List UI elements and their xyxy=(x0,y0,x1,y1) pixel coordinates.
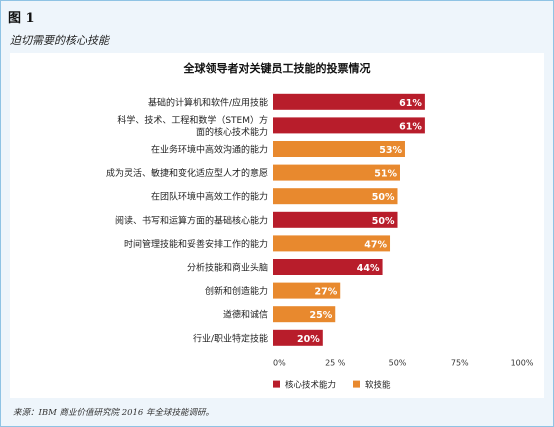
x-tick-label: 75% xyxy=(451,359,469,368)
figure-subtitle: 迫切需要的核心技能 xyxy=(10,34,109,47)
bar-chart: 61% 基础的计算机和软件/应用技能 61% 科学、技术、工程和数学（STEM）方面的… xyxy=(106,93,534,391)
bar xyxy=(273,306,336,323)
category-label: 创新和创造能力 xyxy=(205,285,268,297)
legend-swatch xyxy=(273,380,280,388)
category-label: 行业/职业特定技能 xyxy=(193,332,268,344)
bar-value-label: 61% xyxy=(399,98,422,109)
bar xyxy=(273,235,391,252)
bar-value-label: 51% xyxy=(374,169,397,180)
category-label: 时间管理技能和妥善安排工作的能力 xyxy=(124,238,268,250)
category-label: 分析技能和商业头脑 xyxy=(187,262,268,274)
bar-value-label: 61% xyxy=(399,121,422,132)
legend-label: 核心技术能力 xyxy=(285,380,336,391)
legend-swatch xyxy=(353,380,360,388)
category-label: 阅读、书写和运算方面的基础核心能力 xyxy=(115,214,268,226)
chart-panel: 全球领导者对关键员工技能的投票情况 61% 基础的计算机和软件/应用技能 61% 科学… xyxy=(10,53,544,398)
bar xyxy=(273,188,398,205)
bar xyxy=(273,141,405,157)
bar-value-label: 53% xyxy=(379,145,402,156)
chart-title: 全球领导者对关键员工技能的投票情况 xyxy=(183,62,371,75)
figure-label: 图 1 xyxy=(8,11,35,26)
category-label: 在业务环境中高效沟通的能力 xyxy=(151,144,268,156)
bar xyxy=(273,117,425,134)
source-note: 来源：IBM 商业价值研究院 2016 年全球技能调研。 xyxy=(13,408,215,418)
x-tick-label: 100% xyxy=(511,359,534,368)
category-label: 道德和诚信 xyxy=(223,309,268,321)
bar xyxy=(273,282,341,299)
bar-value-label: 50% xyxy=(372,192,395,203)
legend-label: 软技能 xyxy=(365,380,391,391)
bar xyxy=(273,211,398,228)
category-label: 基础的计算机和软件/应用技能 xyxy=(148,96,268,108)
bar-value-label: 27% xyxy=(314,287,337,298)
bar-value-label: 25% xyxy=(310,310,333,321)
bar xyxy=(273,93,425,110)
bar xyxy=(273,164,400,181)
bar xyxy=(273,329,323,346)
x-tick-label: 25 % xyxy=(325,359,346,368)
x-tick-label: 50% xyxy=(389,359,407,368)
bar-value-label: 47% xyxy=(364,239,387,250)
category-label: 科学、技术、工程和数学（STEM）方面的核心技术能力 xyxy=(117,114,268,138)
bar-value-label: 44% xyxy=(357,263,380,274)
x-tick-label: 0% xyxy=(273,359,286,368)
bar-value-label: 20% xyxy=(297,334,320,345)
bar xyxy=(273,259,383,275)
category-label: 成为灵活、敏捷和变化适应型人才的意愿 xyxy=(106,167,268,179)
category-label: 在团队环境中高效工作的能力 xyxy=(151,191,268,203)
bar-value-label: 50% xyxy=(372,216,395,227)
